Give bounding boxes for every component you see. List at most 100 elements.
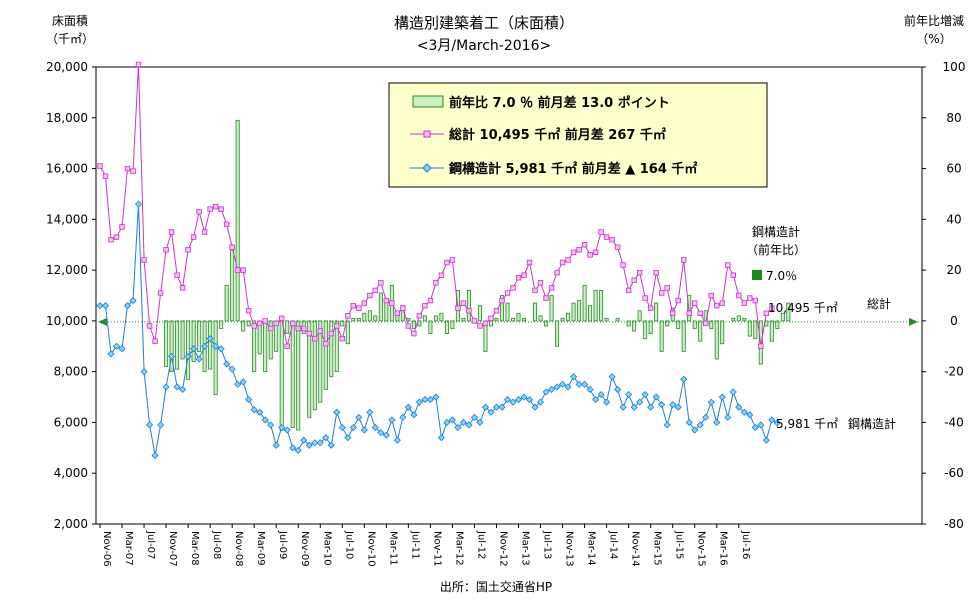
steel-point xyxy=(349,423,357,432)
steel-point xyxy=(724,413,732,421)
total-point xyxy=(692,300,698,306)
yoy-bar xyxy=(780,312,785,322)
yoy-bar xyxy=(422,315,427,322)
yoy-bar xyxy=(494,317,499,322)
total-point xyxy=(405,323,412,329)
steel-point xyxy=(685,418,693,427)
annotation-yoy-title-1: 鋼構造計 xyxy=(752,224,800,239)
steel-point xyxy=(151,451,159,460)
x-tick-label: Nov-14 xyxy=(630,531,641,567)
total-point xyxy=(317,328,323,334)
yoy-bar xyxy=(235,119,240,322)
yoy-bar xyxy=(252,320,257,373)
total-point xyxy=(367,292,373,299)
total-point xyxy=(251,323,257,329)
total-point xyxy=(697,310,703,316)
annotation-yoy-title-2: （前年比） xyxy=(746,242,806,257)
yoy-bar xyxy=(731,317,736,322)
yoy-bar xyxy=(345,320,350,345)
steel-point xyxy=(267,421,275,429)
yoy-bar xyxy=(241,320,246,332)
legend-swatch-yoy xyxy=(412,95,444,108)
x-tick-label: Mar-14 xyxy=(586,531,597,566)
total-point xyxy=(515,275,522,281)
x-tick-label: Nov-12 xyxy=(497,531,508,567)
left-tick-label: 12,000 xyxy=(46,263,88,277)
yoy-bar xyxy=(643,320,648,340)
total-point xyxy=(636,269,643,276)
steel-point xyxy=(289,444,297,452)
legend-swatch-steel-marker xyxy=(422,163,432,173)
right-tick-label: -20 xyxy=(944,365,964,379)
steel-point xyxy=(520,393,528,401)
x-tick-label: Nov-13 xyxy=(564,531,575,567)
total-point xyxy=(378,280,384,286)
total-point xyxy=(736,292,742,299)
left-tick-label: 6,000 xyxy=(54,415,88,429)
x-tick-label: Jul-10 xyxy=(343,530,354,559)
total-point xyxy=(730,272,736,278)
yoy-bar xyxy=(588,305,593,322)
x-tick-label: Mar-08 xyxy=(189,531,200,566)
steel-point xyxy=(547,385,556,394)
annotation-yoy-value: 7.0％ xyxy=(766,269,797,283)
total-point xyxy=(345,313,351,319)
yoy-bar xyxy=(571,302,576,322)
total-point xyxy=(411,330,417,337)
total-point xyxy=(135,61,142,68)
right-tick-label: 60 xyxy=(946,162,961,176)
total-point xyxy=(328,330,334,337)
yoy-bar xyxy=(615,317,620,322)
total-point xyxy=(592,249,599,256)
steel-point xyxy=(305,441,313,449)
total-point xyxy=(449,257,456,263)
yoy-bar xyxy=(714,320,719,360)
steel-point xyxy=(201,342,209,350)
total-point xyxy=(510,285,516,291)
right-axis-label-1: 前年比増減 xyxy=(904,13,964,28)
steel-point xyxy=(713,418,721,427)
total-point xyxy=(686,310,692,316)
total-point xyxy=(653,269,659,276)
steel-point xyxy=(470,413,479,421)
steel-point xyxy=(294,446,302,454)
legend-label-yoy: 前年比 7.0 ％ 前月差 13.0 ポイント xyxy=(449,95,670,111)
steel-point xyxy=(415,398,423,406)
yoy-bar xyxy=(428,320,433,334)
zero-arrow-left xyxy=(98,317,107,326)
legend-label-total: 総計 10,495 千㎡ 前月差 267 千㎡ xyxy=(449,127,666,143)
steel-point xyxy=(245,396,253,404)
legend-box xyxy=(388,82,768,188)
total-point xyxy=(477,323,483,329)
right-tick-label: -60 xyxy=(944,466,964,480)
steel-point xyxy=(162,383,170,391)
steel-point xyxy=(498,403,506,411)
chart-subtitle: <3月/March-2016> xyxy=(417,38,551,54)
steel-point xyxy=(448,416,456,424)
yoy-bar xyxy=(720,320,725,345)
total-point xyxy=(394,310,401,316)
total-point xyxy=(642,295,648,301)
yoy-bar xyxy=(279,320,284,431)
right-tick-label: 80 xyxy=(946,111,961,125)
yoy-bar xyxy=(593,290,598,322)
total-point xyxy=(119,224,125,230)
steel-point xyxy=(101,302,110,310)
total-point xyxy=(301,325,307,332)
steel-point xyxy=(570,373,578,381)
steel-point xyxy=(278,423,286,432)
annotation-steel-value: 5,981 千㎡ xyxy=(776,417,838,431)
steel-point xyxy=(421,396,429,404)
yoy-bar xyxy=(626,320,631,327)
steel-point xyxy=(674,403,682,411)
x-tick-label: Nov-08 xyxy=(233,531,244,567)
total-point xyxy=(400,305,406,311)
steel-point xyxy=(746,411,754,419)
yoy-bar xyxy=(466,290,471,322)
total-point xyxy=(725,262,731,268)
steel-point xyxy=(272,441,280,449)
total-point xyxy=(603,234,610,240)
total-point xyxy=(130,168,136,174)
steel-point xyxy=(382,431,390,439)
